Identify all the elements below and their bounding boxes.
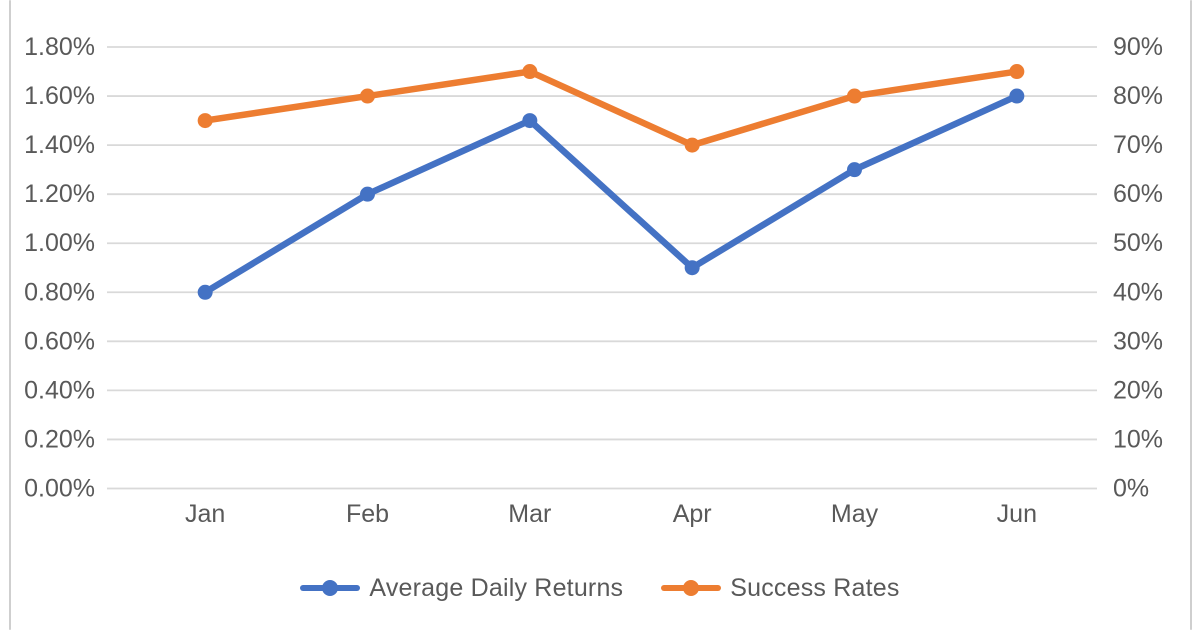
data-point-marker xyxy=(684,137,700,153)
left-axis-tick-label: 0.40% xyxy=(24,376,95,404)
chart-legend: Average Daily Returns Success Rates xyxy=(0,566,1200,610)
data-point-marker xyxy=(197,284,213,300)
legend-item-success-rates: Success Rates xyxy=(661,574,899,603)
x-axis-tick-label: Jan xyxy=(185,500,225,528)
left-axis-tick-label: 1.60% xyxy=(24,82,95,110)
right-axis-tick-label: 30% xyxy=(1113,327,1163,355)
left-axis-tick-label: 0.80% xyxy=(24,278,95,306)
data-point-marker xyxy=(1009,64,1025,80)
right-axis-tick-label: 60% xyxy=(1113,180,1163,208)
data-point-marker xyxy=(522,64,538,80)
left-axis-tick-label: 1.00% xyxy=(24,229,95,257)
legend-line-marker-icon xyxy=(300,580,361,596)
data-point-marker xyxy=(847,88,862,104)
x-axis-tick-label: Apr xyxy=(673,500,712,528)
legend-line-marker-icon xyxy=(661,580,722,596)
right-axis-tick-label: 20% xyxy=(1113,376,1163,404)
chart-border-left xyxy=(9,0,11,630)
right-axis-tick-label: 70% xyxy=(1113,131,1163,159)
x-axis-tick-label: Feb xyxy=(346,500,389,528)
legend-label: Success Rates xyxy=(730,573,900,602)
series-line xyxy=(201,68,1021,149)
left-axis-tick-label: 0.00% xyxy=(24,475,95,503)
data-point-marker xyxy=(684,260,700,276)
x-axis-tick-label: Mar xyxy=(508,500,551,528)
line-chart-plot: 1.80% 90% 1.60% 80% 1.40% 70% 1.20% 60% 1.00% 50%… xyxy=(24,33,1163,528)
data-point-marker xyxy=(360,88,375,104)
legend-item-average-daily-returns: Average Daily Returns xyxy=(300,574,623,603)
right-axis-tick-label: 50% xyxy=(1113,229,1163,257)
chart-border-right xyxy=(1190,0,1192,630)
left-axis-tick-label: 0.60% xyxy=(24,327,95,355)
legend-label: Average Daily Returns xyxy=(369,573,624,602)
right-axis-tick-label: 40% xyxy=(1113,278,1163,306)
left-axis-tick-label: 1.40% xyxy=(24,131,95,159)
right-axis-tick-label: 80% xyxy=(1113,82,1163,110)
left-axis-tick-label: 0.20% xyxy=(24,425,95,453)
data-point-marker xyxy=(360,186,375,202)
right-axis-tick-label: 0% xyxy=(1113,475,1149,503)
left-axis-tick-label: 1.20% xyxy=(24,180,95,208)
series-line xyxy=(201,92,1021,296)
data-point-marker xyxy=(847,162,862,178)
data-point-marker xyxy=(522,113,538,129)
x-axis-tick-label: May xyxy=(831,500,879,528)
left-axis-tick-label: 1.80% xyxy=(24,33,95,61)
data-point-marker xyxy=(197,113,213,129)
x-axis-tick-label: Jun xyxy=(997,500,1037,528)
data-point-marker xyxy=(1009,88,1025,104)
right-axis-tick-label: 10% xyxy=(1113,425,1163,453)
right-axis-tick-label: 90% xyxy=(1113,33,1163,61)
